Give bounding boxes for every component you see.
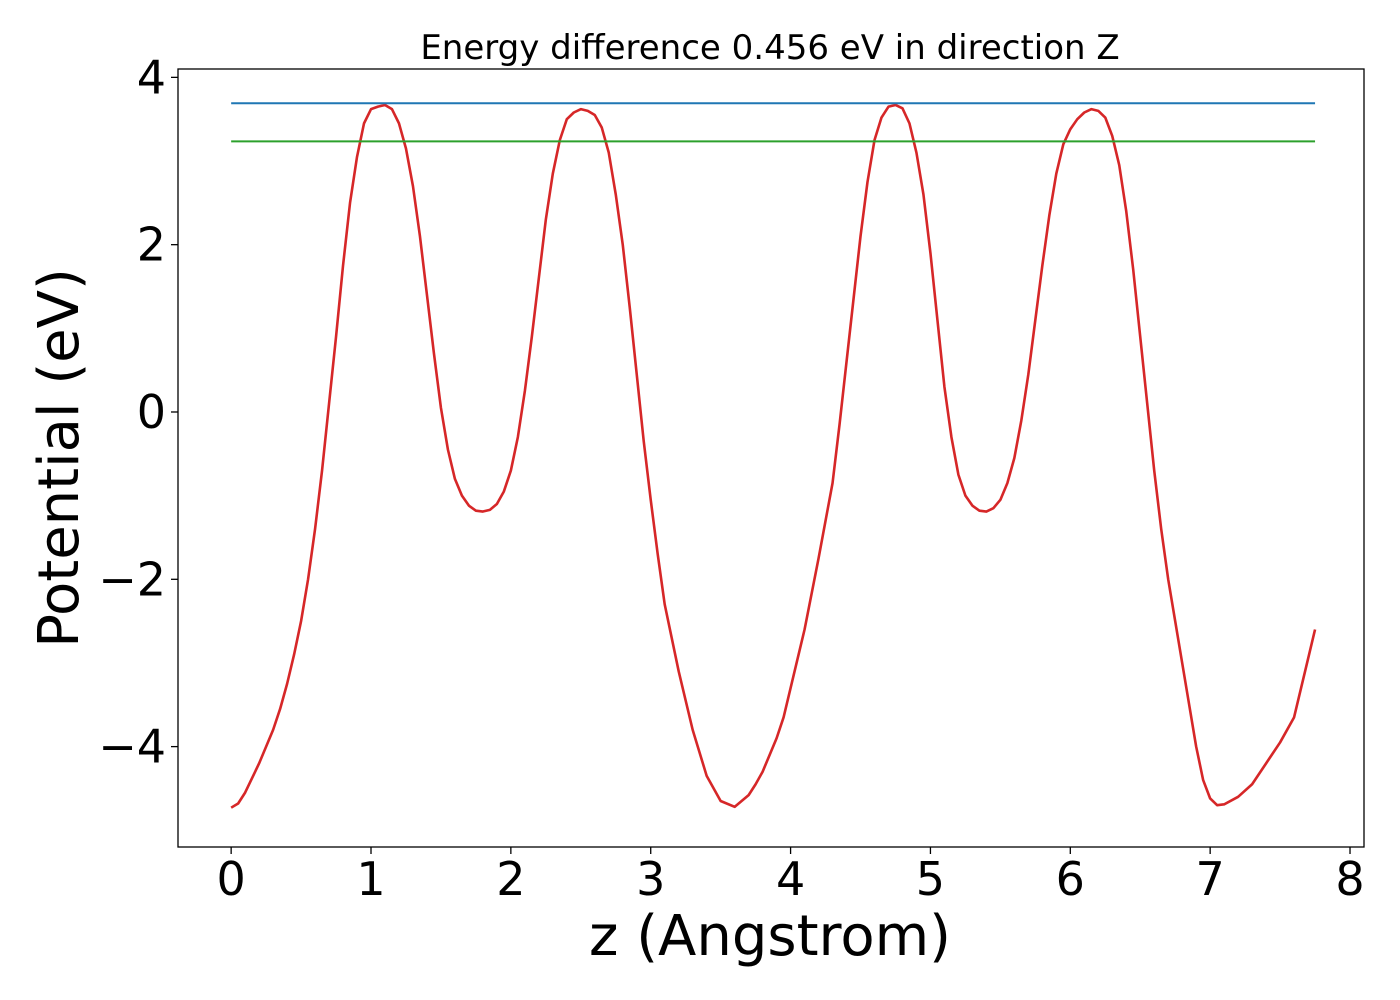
y-tick-label: −2	[98, 552, 166, 606]
x-axis-label: z (Angstrom)	[589, 904, 951, 969]
x-tick-label: 1	[356, 852, 385, 906]
x-tick-label: 0	[217, 852, 246, 906]
x-tick-label: 8	[1335, 852, 1364, 906]
x-tick-label: 4	[776, 852, 805, 906]
x-tick-label: 3	[636, 852, 665, 906]
plot-frame	[177, 68, 1365, 848]
y-axis-label: Potential (eV)	[27, 268, 92, 648]
chart-title: Energy difference 0.456 eV in direction …	[420, 28, 1119, 68]
y-tick-label: 0	[137, 385, 166, 439]
y-axis: 4 2 0 −2 −4	[98, 50, 178, 774]
series-line-1	[230, 103, 1317, 809]
series-layer	[230, 102, 1317, 809]
x-tick-label: 7	[1196, 852, 1225, 906]
x-tick-label: 2	[496, 852, 525, 906]
x-tick-label: 6	[1056, 852, 1085, 906]
y-tick-label: 4	[137, 50, 166, 104]
y-tick-label: −4	[98, 720, 166, 774]
x-tick-label: 5	[916, 852, 945, 906]
x-axis: 0 1 2 3 4 5 6 7 8	[217, 847, 1365, 906]
y-tick-label: 2	[137, 218, 166, 272]
